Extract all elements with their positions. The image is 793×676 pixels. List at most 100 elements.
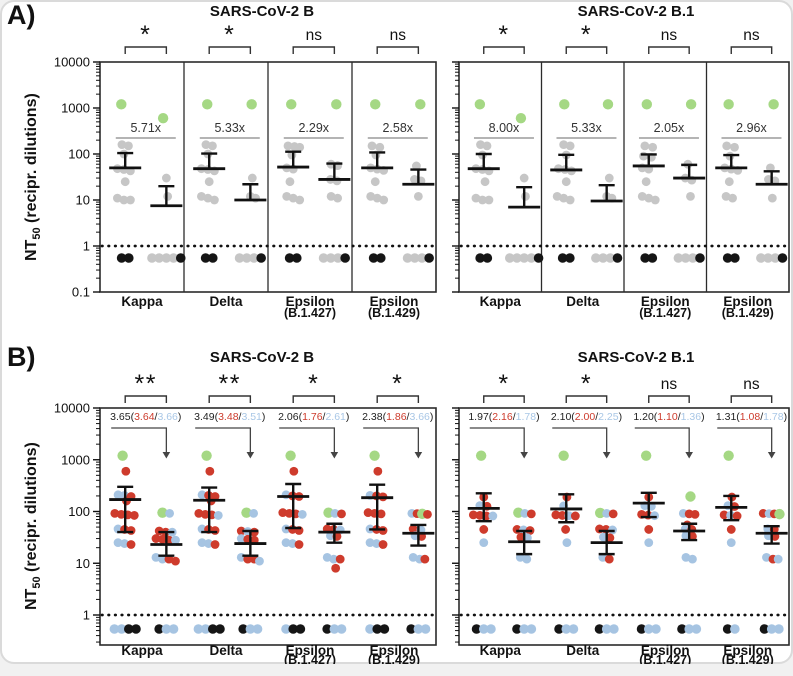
data-point-sensitive: [565, 141, 575, 151]
below-limit-point: [482, 253, 493, 263]
data-point-sensitive: [110, 508, 120, 518]
data-point-sensitive: [124, 141, 133, 151]
data-point-resistant: [326, 531, 335, 541]
below-limit-point: [504, 253, 515, 263]
data-point-sensitive: [288, 539, 297, 548]
below-limit-point: [281, 624, 291, 634]
significance-bracket: [124, 46, 168, 54]
fold-arrow-head: [767, 452, 776, 459]
below-limit-point: [777, 253, 788, 263]
data-point-sensitive: [210, 195, 219, 205]
x-category-label: Delta: [566, 643, 600, 658]
y-tick-label: 10000: [54, 55, 90, 70]
below-limit-point: [234, 253, 245, 263]
data-point-sensitive: [474, 99, 486, 110]
data-point-resistant: [604, 554, 614, 564]
fold-arrow-head: [602, 452, 611, 459]
below-limit-point: [208, 253, 218, 263]
data-point-sensitive: [722, 141, 732, 151]
significance-bracket: [124, 395, 168, 403]
significance-label: *: [498, 21, 509, 49]
data-point-sensitive: [117, 450, 128, 461]
x-category-label: Kappa: [480, 294, 522, 309]
below-limit-point: [770, 253, 781, 263]
panel-b-letter: B): [7, 342, 36, 372]
data-point-sensitive: [113, 538, 123, 548]
below-limit-point: [759, 624, 770, 634]
below-limit-point: [368, 253, 379, 263]
below-limit-point: [154, 624, 164, 634]
data-point-sensitive: [284, 508, 294, 518]
below-limit-point: [124, 253, 134, 263]
below-limit-point: [763, 253, 773, 263]
data-point-resistant: [330, 508, 340, 518]
below-limit-point: [406, 624, 416, 634]
data-point-sensitive: [370, 99, 381, 110]
below-limit-point: [695, 253, 705, 263]
significance-label: ns: [661, 27, 678, 44]
data-point-sensitive: [488, 511, 498, 521]
below-limit-point: [161, 624, 172, 634]
data-point-resistant: [243, 554, 253, 564]
data-point-sensitive: [561, 525, 570, 534]
data-point-sensitive: [551, 510, 561, 520]
below-limit-point: [168, 253, 179, 263]
significance-label: *: [581, 370, 592, 398]
data-point-resistant: [171, 535, 180, 545]
data-point-sensitive: [475, 450, 487, 461]
data-point-sensitive: [479, 525, 489, 534]
fold-arrow-head: [246, 452, 255, 459]
below-limit-point: [636, 624, 647, 634]
below-limit-point: [200, 624, 211, 634]
below-limit-point: [594, 624, 605, 634]
data-point-sensitive: [719, 510, 729, 520]
fold-change-label: 2.06(1.76/2.61): [278, 411, 349, 423]
significance-bracket: [648, 46, 690, 54]
data-point-resistant: [158, 554, 167, 564]
data-point-sensitive: [125, 195, 135, 205]
data-point-sensitive: [379, 195, 389, 205]
below-limit-point: [557, 253, 568, 263]
data-point-sensitive: [650, 195, 660, 205]
below-limit-point: [116, 253, 127, 263]
plot-box: [99, 407, 437, 646]
below-limit-point: [161, 253, 172, 263]
data-point-resistant: [158, 534, 167, 544]
data-point-sensitive: [295, 142, 305, 152]
data-point-sensitive: [113, 490, 123, 500]
data-point-resistant: [768, 99, 779, 110]
below-limit-point: [647, 253, 658, 263]
data-point-sensitive: [126, 526, 136, 535]
x-category-label: Epsilon: [723, 643, 772, 658]
significance-label: *: [498, 370, 509, 398]
y-tick-label: 10: [76, 193, 90, 208]
data-point-resistant: [767, 193, 777, 203]
x-category-sublabel: (B.1.427): [284, 653, 336, 664]
below-limit-point: [478, 624, 489, 634]
data-point-resistant: [329, 554, 339, 564]
data-point-sensitive: [644, 538, 654, 548]
data-point-resistant: [151, 534, 161, 543]
below-limit-point: [519, 624, 529, 634]
data-point-sensitive: [376, 509, 386, 519]
data-point-sensitive: [210, 540, 220, 549]
fold-arrow-line: [469, 427, 525, 452]
data-point-resistant: [515, 113, 527, 124]
data-point-sensitive: [650, 511, 659, 521]
data-point-sensitive: [285, 177, 295, 187]
below-limit-point: [208, 624, 218, 634]
x-category-label: Epsilon: [723, 294, 772, 309]
data-point-resistant: [521, 191, 530, 201]
below-limit-point: [417, 253, 427, 263]
x-category-sublabel: (B.1.427): [639, 653, 691, 664]
data-point-sensitive: [194, 508, 204, 518]
data-point-sensitive: [295, 195, 305, 205]
below-limit-point: [238, 624, 248, 634]
below-limit-point: [519, 253, 529, 263]
plot-b-3: * 1.97(2.16/1.78) Kappa * 2.10(2.00/2.25) Del…: [452, 370, 790, 664]
data-point-sensitive: [197, 490, 207, 500]
data-point-sensitive: [728, 193, 737, 203]
significance-label: *: [308, 370, 319, 398]
fold-change-label: 2.10(2.00/2.25): [551, 411, 622, 423]
data-point-resistant: [165, 508, 175, 518]
